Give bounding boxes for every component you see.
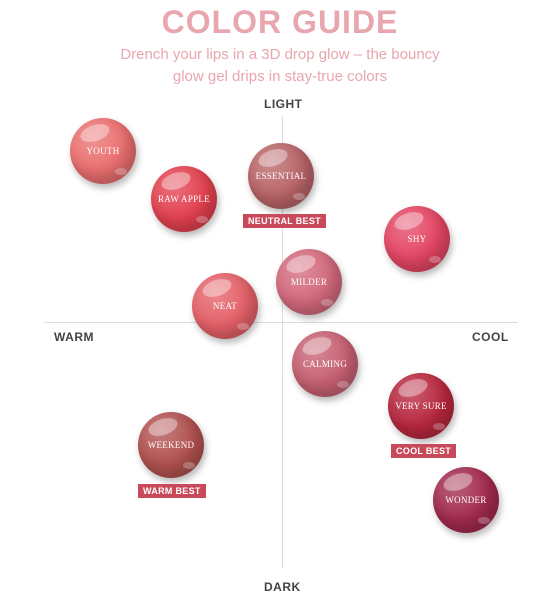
axis-label-cool: COOL: [472, 330, 509, 344]
shade-label: SHY: [407, 234, 427, 244]
shade-label: RAW APPLE: [157, 194, 211, 204]
axis-label-warm: WARM: [54, 330, 94, 344]
shade-weekend[interactable]: WEEKEND: [138, 412, 204, 478]
shade-wonder[interactable]: WONDER: [433, 467, 499, 533]
shade-label: CALMING: [302, 359, 348, 369]
neutral-best-badge: NEUTRAL BEST: [243, 214, 326, 228]
page-title: COLOR GUIDE: [161, 4, 399, 40]
axis-label-light: LIGHT: [264, 97, 303, 111]
shade-label: WONDER: [445, 495, 487, 505]
shade-label: ESSENTIAL: [255, 171, 307, 181]
vertical-axis: [282, 116, 283, 568]
axis-label-dark: DARK: [264, 580, 301, 594]
subtitle-line-1: Drench your lips in a 3D drop glow – the…: [120, 46, 440, 63]
page-subtitle: Drench your lips in a 3D drop glow – the…: [0, 44, 560, 88]
horizontal-axis: [44, 322, 518, 323]
shade-neat[interactable]: NEAT: [192, 273, 258, 339]
subtitle-line-2: glow gel drips in stay-true colors: [172, 68, 388, 85]
shade-label: NEAT: [212, 301, 238, 311]
shade-label: WEEKEND: [147, 440, 195, 450]
shade-calming[interactable]: CALMING: [292, 331, 358, 397]
shade-raw-apple[interactable]: RAW APPLE: [151, 166, 217, 232]
shade-shy[interactable]: SHY: [384, 206, 450, 272]
shade-essential[interactable]: ESSENTIAL: [248, 143, 314, 209]
shade-milder[interactable]: MILDER: [276, 249, 342, 315]
shade-label: MILDER: [290, 277, 328, 287]
shade-label: VERY SURE: [395, 401, 447, 411]
shade-youth[interactable]: YOUTH: [70, 118, 136, 184]
warm-best-badge: WARM BEST: [138, 484, 206, 498]
shade-very-sure[interactable]: VERY SURE: [388, 373, 454, 439]
cool-best-badge: COOL BEST: [391, 444, 457, 458]
shade-label: YOUTH: [86, 146, 120, 156]
